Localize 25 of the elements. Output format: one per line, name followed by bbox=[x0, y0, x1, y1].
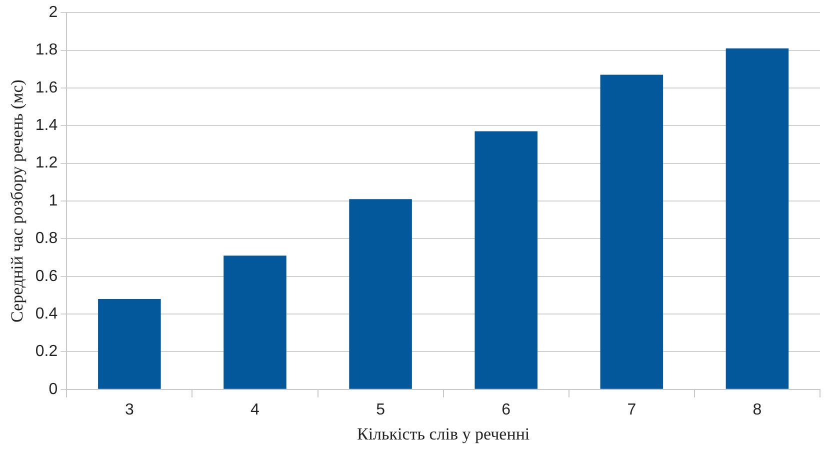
x-tick-label: 7 bbox=[627, 401, 636, 418]
bar bbox=[98, 298, 161, 389]
y-axis-title: Середній час розбору речень (мс) bbox=[8, 80, 27, 322]
y-tick-label: 0.6 bbox=[35, 268, 58, 285]
x-tick-label: 5 bbox=[376, 401, 386, 418]
x-tick-label: 4 bbox=[250, 401, 260, 418]
y-tick-label: 2 bbox=[48, 4, 58, 22]
y-tick-label: 0.4 bbox=[35, 305, 58, 322]
bar bbox=[224, 256, 286, 389]
y-tick-label: 1.2 bbox=[35, 154, 58, 172]
y-tick-label: 1 bbox=[48, 192, 58, 210]
bar bbox=[349, 199, 412, 389]
y-tick-label: 1.8 bbox=[35, 42, 58, 59]
bar bbox=[600, 74, 664, 389]
y-tick-label: 0.8 bbox=[35, 230, 58, 248]
x-tick-label: 6 bbox=[502, 401, 511, 418]
x-tick-label: 3 bbox=[124, 401, 134, 418]
x-axis-title: Кількість слів у реченні bbox=[356, 424, 530, 444]
y-tick-label: 1.6 bbox=[35, 79, 58, 96]
y-tick-label: 0.2 bbox=[35, 343, 58, 360]
y-tick-label: 0 bbox=[48, 380, 58, 398]
bar bbox=[726, 48, 789, 389]
x-tick-label: 8 bbox=[752, 401, 762, 418]
y-tick-label: 1.4 bbox=[35, 117, 58, 134]
bar bbox=[474, 131, 538, 389]
